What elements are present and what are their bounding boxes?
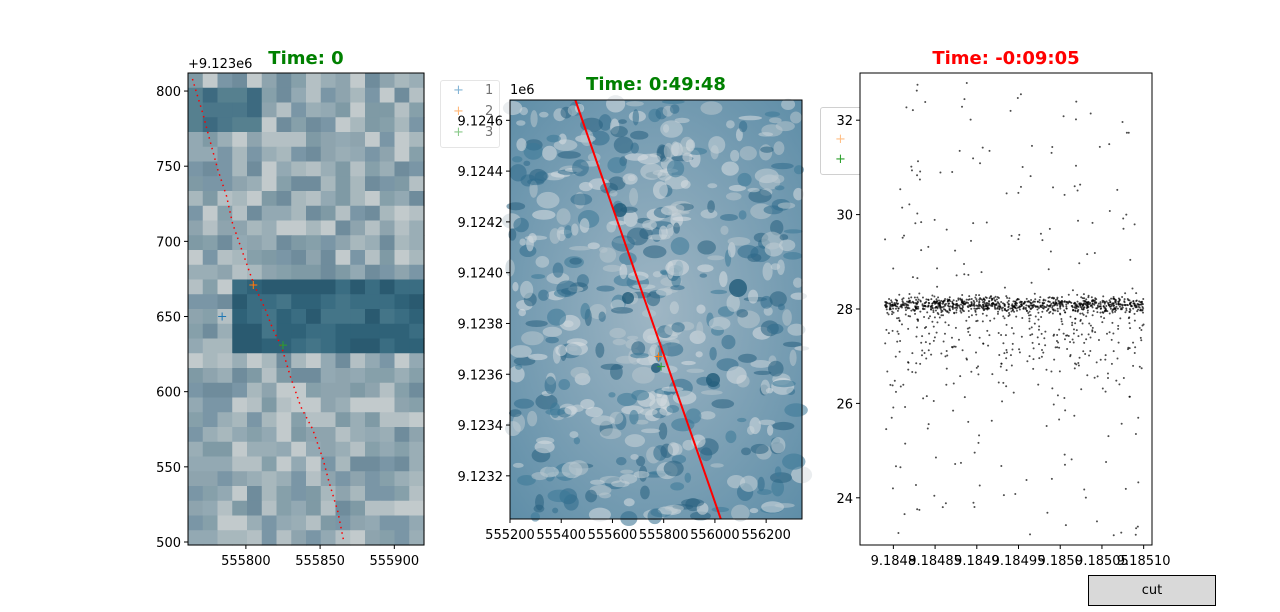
cut-button[interactable]: cut <box>1088 575 1216 606</box>
chart1-satellite-image <box>188 73 425 546</box>
chart2-y-offset: 1e6 <box>510 83 535 98</box>
chart1-track <box>191 78 345 543</box>
legend-marker-2: + <box>453 104 464 119</box>
legend-label-1: 1 <box>485 83 494 98</box>
chart2-title: Time: 0:49:48 <box>586 74 726 95</box>
chart1-ytick-label: 700 <box>156 235 181 250</box>
chart1-point-1 <box>218 312 227 321</box>
chart1-legend: + 1 + 2 + 3 <box>440 80 500 148</box>
chart2-legend: + + <box>820 107 862 175</box>
legend-label-2: 2 <box>485 104 494 119</box>
chart1-xtick-label: 555850 <box>295 554 345 569</box>
chart1-title: Time: 0 <box>268 48 344 69</box>
chart1-ytick-label: 650 <box>156 311 181 326</box>
chart1-ytick-label: 600 <box>156 386 181 401</box>
chart1-y-offset: +9.123e6 <box>188 57 253 72</box>
chart1-ytick-label: 550 <box>156 461 181 476</box>
legend-marker-3: + <box>453 125 464 140</box>
chart1-frame <box>187 72 425 546</box>
legend2-marker-2: + <box>835 132 846 147</box>
chart1-xtick-label: 555900 <box>369 554 419 569</box>
legend2-marker-3: + <box>835 152 846 167</box>
chart1-ytick-label: 750 <box>156 160 181 175</box>
legend-label-3: 3 <box>485 125 494 140</box>
chart1-point-2 <box>249 280 258 289</box>
legend-marker-1: + <box>453 83 464 98</box>
chart1-xtick-label: 555800 <box>221 554 271 569</box>
chart3-title: Time: -0:09:05 <box>932 48 1080 69</box>
chart1-ytick-label: 800 <box>156 85 181 100</box>
chart1-point-3 <box>278 341 287 350</box>
chart1-ytick-label: 500 <box>156 536 181 551</box>
